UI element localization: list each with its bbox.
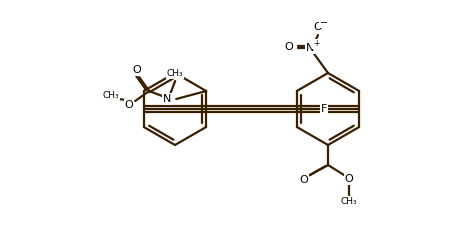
Text: CH₃: CH₃ — [167, 69, 183, 79]
Text: −: − — [320, 18, 328, 28]
Text: O: O — [345, 174, 353, 184]
Text: N: N — [163, 94, 171, 104]
Text: O: O — [133, 65, 142, 75]
Text: O: O — [285, 42, 293, 52]
Text: O: O — [300, 175, 308, 185]
Text: CH₃: CH₃ — [103, 91, 119, 99]
Text: O: O — [314, 22, 322, 32]
Text: N: N — [306, 43, 314, 53]
Text: +: + — [313, 39, 319, 49]
Text: CH₃: CH₃ — [340, 197, 357, 205]
Text: F: F — [321, 104, 327, 114]
Text: O: O — [125, 100, 133, 110]
